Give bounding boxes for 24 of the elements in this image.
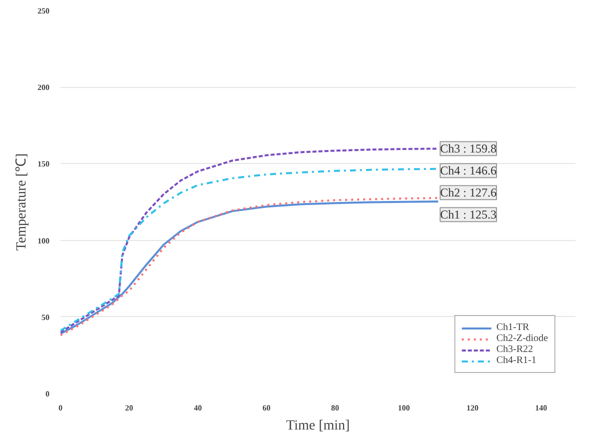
- y-tick-label: 250: [38, 6, 50, 16]
- legend-label: Ch4-R1-1: [496, 355, 536, 366]
- x-axis-title: Time [min]: [286, 418, 350, 434]
- x-tick-label: 100: [398, 404, 410, 412]
- annotation: Ch3 : 159.8: [440, 142, 497, 156]
- x-tick-label: 120: [466, 404, 478, 412]
- annotation: Ch2 : 127.6: [440, 186, 497, 200]
- legend-label: Ch2-Z-diode: [496, 333, 548, 344]
- x-tick-label: 140: [535, 404, 548, 412]
- x-tick-label: 80: [331, 404, 340, 412]
- x-tick-label: 60: [262, 404, 270, 412]
- y-tick-label: 200: [38, 83, 50, 92]
- y-tick-label: 100: [38, 236, 50, 246]
- x-tick-label: 20: [125, 404, 134, 412]
- y-tick-label: 0: [46, 390, 50, 398]
- legend-label: Ch3-R22: [496, 344, 534, 355]
- y-axis-title: Temperature [℃]: [14, 153, 30, 251]
- x-tick-label: 40: [194, 404, 202, 412]
- y-tick-label: 150: [38, 160, 50, 169]
- y-tick-label: 50: [42, 312, 50, 322]
- annotation: Ch1 : 125.3: [440, 208, 497, 222]
- annotation: Ch4 : 146.6: [440, 164, 497, 178]
- legend-label: Ch1-TR: [496, 322, 530, 333]
- x-tick-label: 0: [58, 404, 62, 412]
